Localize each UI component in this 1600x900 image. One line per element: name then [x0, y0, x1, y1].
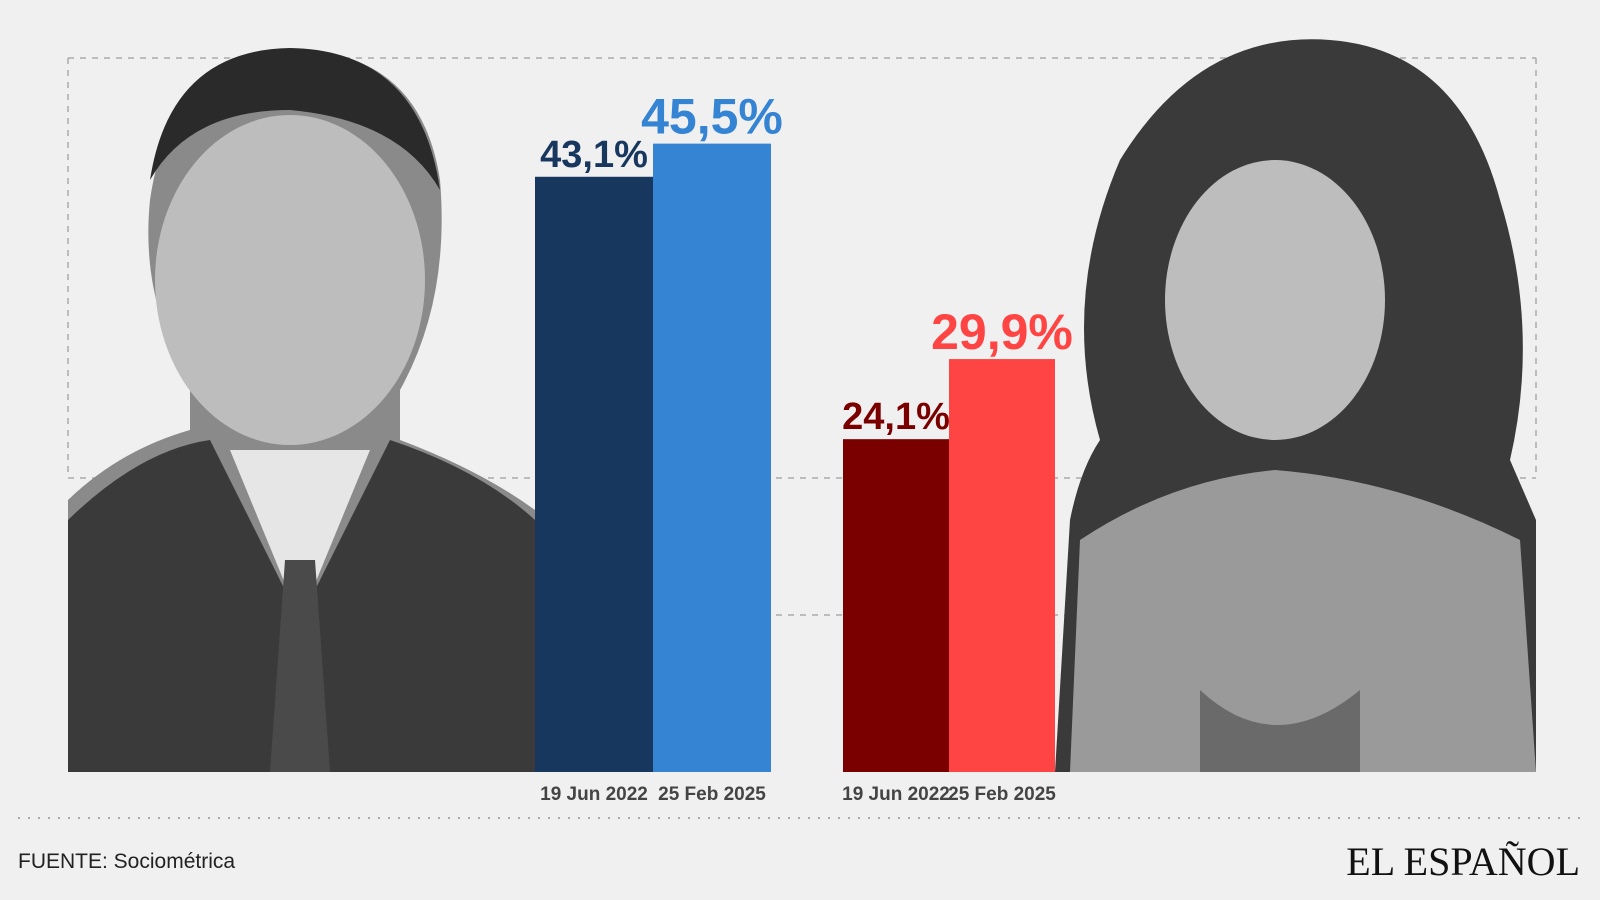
- bar: [653, 143, 771, 772]
- x-tick-label: 25 Feb 2025: [948, 784, 1056, 805]
- logo: EL ESPAÑOL: [1346, 839, 1580, 884]
- source: FUENTE: Sociométrica: [18, 850, 235, 873]
- x-tick-label: 19 Jun 2022: [842, 784, 950, 805]
- portrait-right: [1055, 39, 1536, 773]
- value-label: 24,1%: [842, 396, 950, 438]
- bar: [843, 439, 949, 772]
- portrait-left: [68, 48, 535, 772]
- value-label: 29,9%: [931, 304, 1073, 360]
- bar: [949, 359, 1055, 772]
- x-tick-label: 19 Jun 2022: [540, 784, 648, 805]
- x-tick-label: 25 Feb 2025: [658, 784, 766, 805]
- value-label: 45,5%: [641, 89, 783, 145]
- value-label: 43,1%: [540, 134, 648, 176]
- bar: [535, 176, 653, 772]
